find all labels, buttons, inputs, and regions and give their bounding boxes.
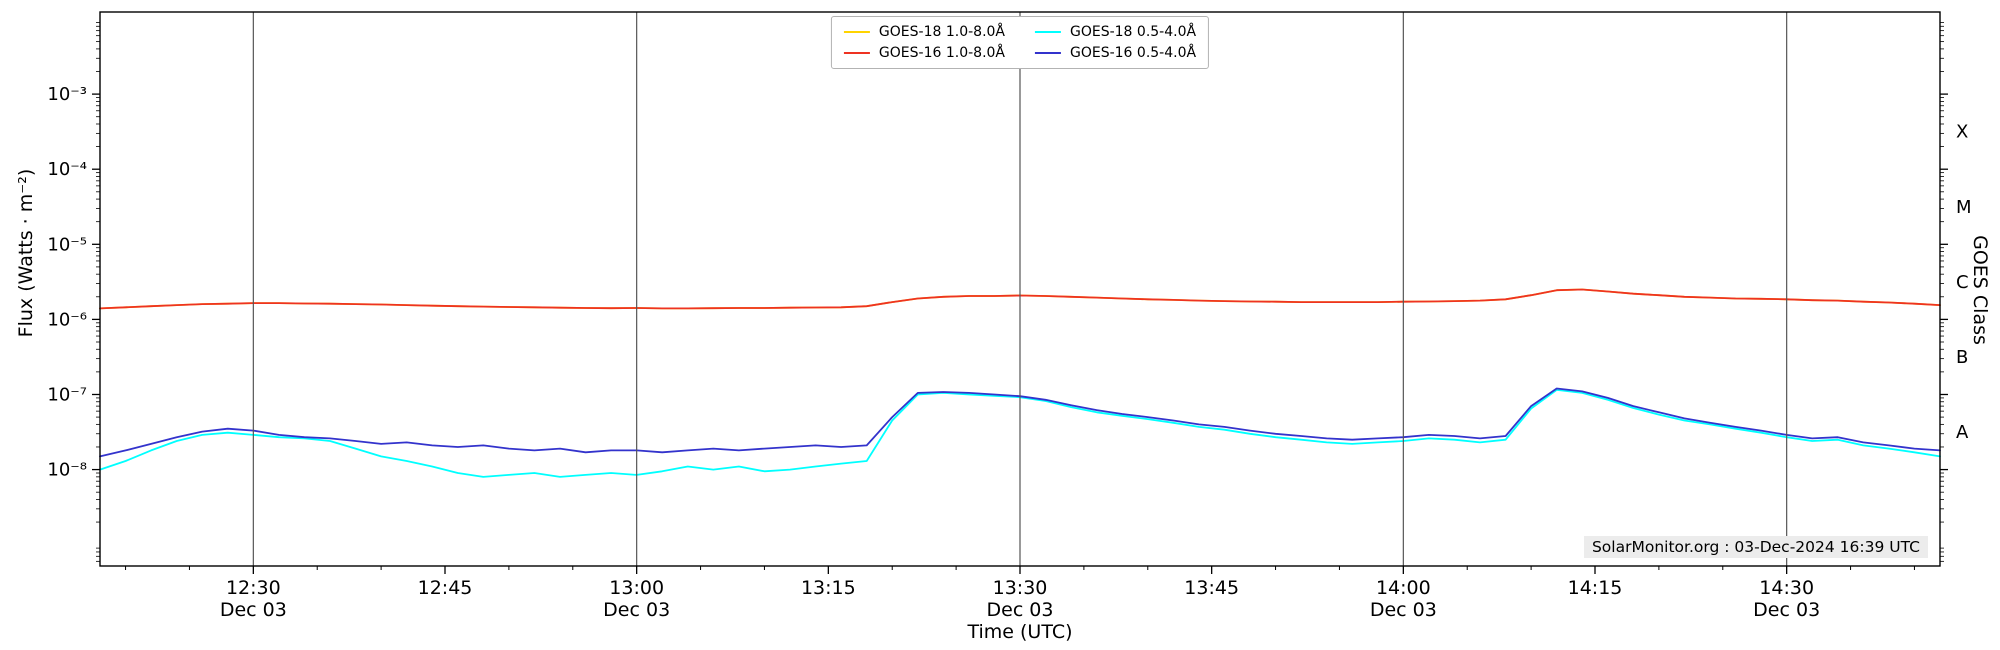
legend-swatch-icon [1035, 52, 1061, 54]
right-axis-label: GOES Class [1969, 235, 1991, 345]
y-tick-label: 10⁻³ [47, 84, 87, 105]
y-tick-label: 10⁻⁶ [47, 309, 87, 330]
x-tick-label: 14:30 [1759, 577, 1814, 599]
x-tick-label: 13:15 [801, 577, 856, 599]
x-axis-label: Time (UTC) [967, 621, 1073, 643]
legend-item-0: GOES-18 1.0-8.0Å [843, 24, 1005, 40]
x-tick-label: 14:15 [1568, 577, 1623, 599]
legend-item-1: GOES-16 1.0-8.0Å [843, 45, 1005, 61]
x-tick-sublabel: Dec 03 [987, 599, 1054, 621]
x-tick-sublabel: Dec 03 [603, 599, 670, 621]
y-axis-label: Flux (Watts · m⁻²) [15, 168, 37, 338]
y-tick-label: 10⁻⁵ [47, 234, 87, 255]
x-tick-sublabel: Dec 03 [1370, 599, 1437, 621]
legend-item-2: GOES-18 0.5-4.0Å [1035, 24, 1196, 40]
legend: GOES-18 1.0-8.0Å GOES-16 1.0-8.0Å GOES-18 … [830, 16, 1210, 69]
x-tick-label: 12:30 [226, 577, 281, 599]
watermark: SolarMonitor.org : 03-Dec-2024 16:39 UTC [1583, 536, 1928, 558]
legend-swatch-icon [843, 31, 870, 33]
y-tick-label: 10⁻⁴ [47, 159, 87, 180]
goes-class-label-B: B [1956, 347, 1968, 368]
x-tick-label: 12:45 [418, 577, 473, 599]
x-tick-sublabel: Dec 03 [220, 599, 287, 621]
x-tick-label: 13:00 [609, 577, 664, 599]
goes-class-label-M: M [1956, 197, 1972, 218]
legend-swatch-icon [843, 52, 870, 54]
goes-class-label-X: X [1956, 122, 1968, 143]
legend-label: GOES-16 0.5-4.0Å [1070, 45, 1197, 61]
goes-class-label-A: A [1956, 422, 1969, 443]
y-tick-label: 10⁻⁸ [47, 460, 87, 481]
legend-label: GOES-18 0.5-4.0Å [1070, 24, 1197, 40]
y-tick-label: 10⁻⁷ [47, 384, 87, 405]
legend-item-3: GOES-16 0.5-4.0Å [1035, 45, 1196, 61]
legend-swatch-icon [1035, 31, 1061, 33]
x-tick-label: 13:45 [1184, 577, 1239, 599]
legend-label: GOES-16 1.0-8.0Å [878, 45, 1005, 61]
goes-class-label-C: C [1956, 272, 1969, 293]
x-tick-label: 13:30 [993, 577, 1048, 599]
legend-label: GOES-18 1.0-8.0Å [878, 24, 1005, 40]
x-tick-sublabel: Dec 03 [1753, 599, 1820, 621]
x-tick-label: 14:00 [1376, 577, 1431, 599]
